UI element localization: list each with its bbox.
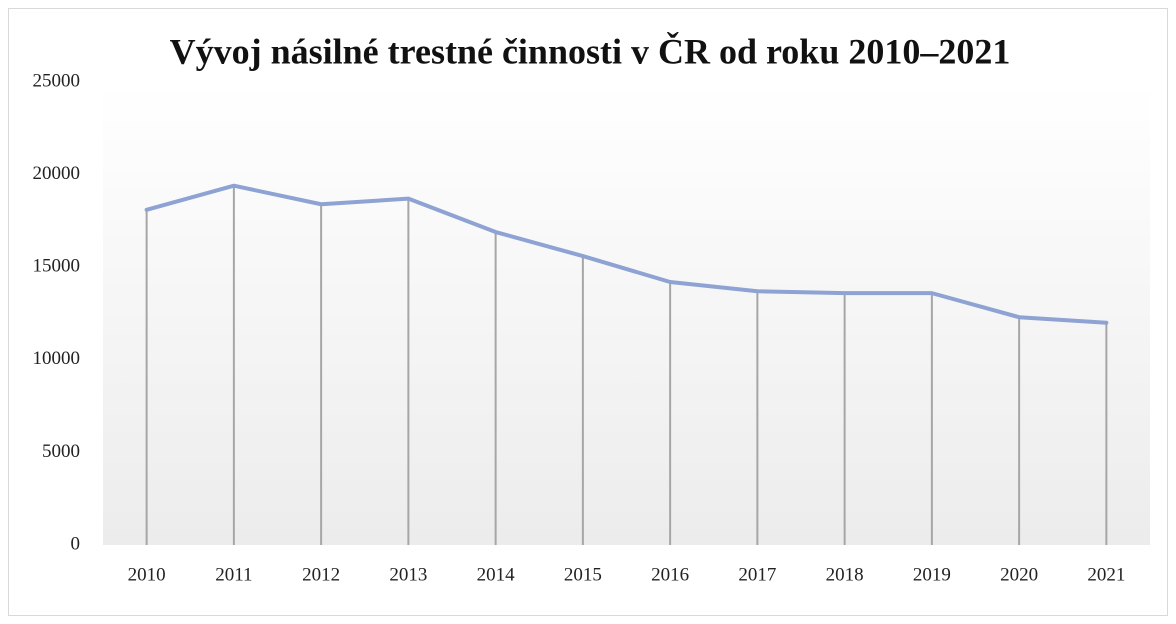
y-tick-label: 5000 bbox=[42, 441, 80, 462]
x-tick-label: 2021 bbox=[1087, 564, 1125, 585]
y-tick-label: 20000 bbox=[33, 163, 81, 184]
plot-area bbox=[103, 82, 1150, 545]
x-tick-label: 2015 bbox=[564, 564, 602, 585]
x-tick-label: 2019 bbox=[913, 564, 951, 585]
chart-title: Vývoj násilné trestné činnosti v ČR od r… bbox=[170, 31, 1011, 71]
y-tick-label: 15000 bbox=[33, 256, 81, 277]
x-tick-label: 2014 bbox=[477, 564, 516, 585]
y-tick-label: 0 bbox=[71, 533, 81, 554]
y-tick-label: 25000 bbox=[33, 70, 81, 91]
x-tick-label: 2020 bbox=[1000, 564, 1038, 585]
data-line bbox=[144, 183, 1109, 325]
x-tick-label: 2010 bbox=[128, 564, 166, 585]
x-tick-label: 2011 bbox=[215, 564, 252, 585]
x-tick-label: 2017 bbox=[738, 564, 776, 585]
x-tick-label: 2018 bbox=[826, 564, 864, 585]
x-tick-label: 2013 bbox=[389, 564, 427, 585]
y-tick-label: 10000 bbox=[33, 348, 81, 369]
x-tick-label: 2012 bbox=[302, 564, 340, 585]
x-tick-label: 2016 bbox=[651, 564, 689, 585]
